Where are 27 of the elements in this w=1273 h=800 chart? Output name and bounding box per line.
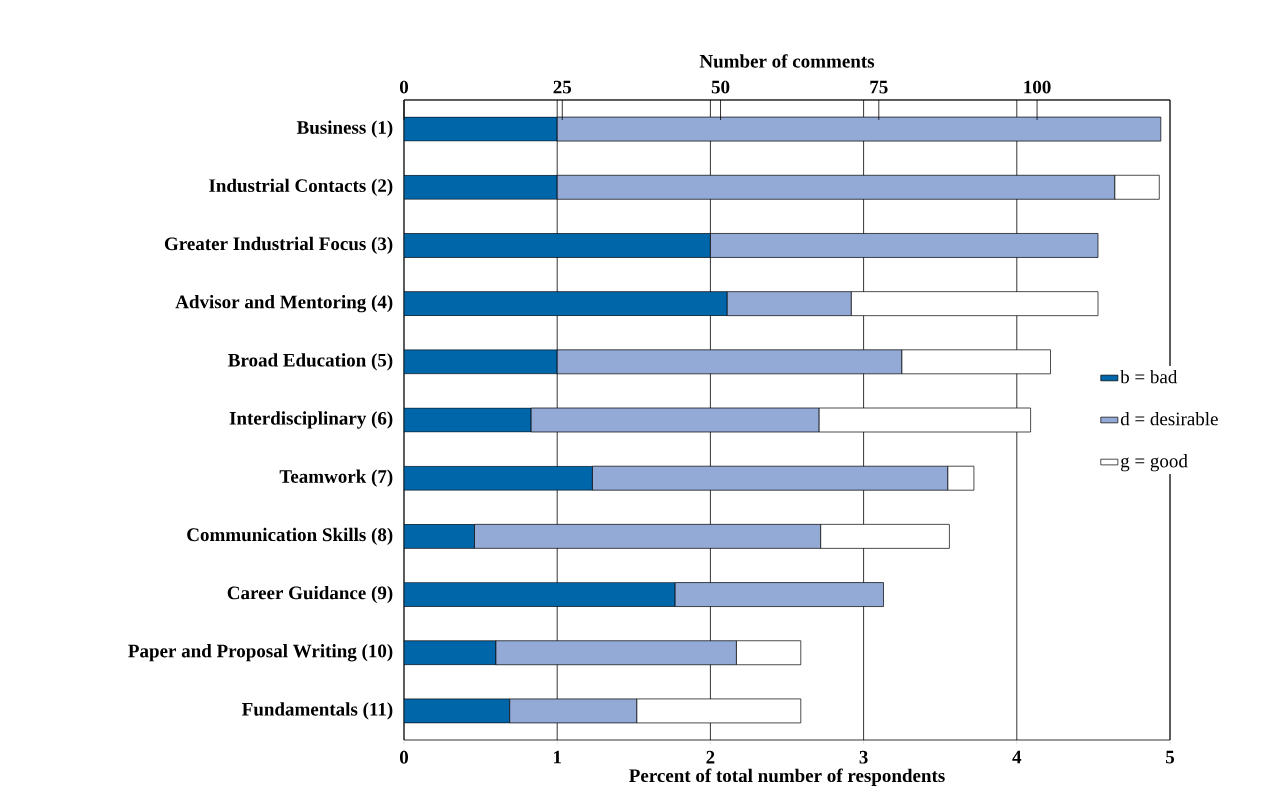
y-tick-label: Communication Skills (8) [187, 527, 393, 545]
legend-label: d = desirable [1120, 412, 1218, 426]
y-tick-label: Broad Education (5) [228, 353, 393, 371]
x-tick-label: 3 [859, 750, 868, 764]
x-tick-label: 1 [553, 750, 561, 764]
x2-tick-label: 75 [870, 80, 888, 94]
x-axis-title: Percent of total number of respondents [629, 768, 945, 786]
y-tick-label: Paper and Proposal Writing (10) [128, 644, 393, 662]
x-tick-label: 0 [399, 750, 409, 764]
y-tick-label: Advisor and Mentoring (4) [175, 294, 393, 313]
legend-label: b = bad [1120, 369, 1178, 384]
x-tick-label: 4 [1012, 750, 1022, 764]
x2-axis-title: Number of comments [699, 54, 875, 68]
x2-tick-label: 100 [1024, 80, 1051, 94]
x2-tick-label: 50 [711, 80, 730, 94]
y-tick-label: Greater Industrial Focus (3) [164, 236, 393, 255]
y-tick-label: Industrial Contacts (2) [209, 178, 393, 196]
y-tick-label: Business (1) [296, 120, 393, 138]
legend-label: g = good [1121, 454, 1188, 472]
y-tick-label: Career Guidance (9) [227, 585, 393, 604]
x2-tick-label: 25 [553, 80, 572, 94]
x-tick-label: 2 [706, 750, 715, 764]
y-tick-label: Interdisciplinary (6) [229, 411, 393, 429]
y-tick-label: Teamwork (7) [279, 469, 393, 487]
x-tick-label: 5 [1166, 750, 1175, 764]
x2-tick-label: 0 [399, 80, 409, 94]
y-tick-label: Fundamentals (11) [242, 702, 393, 720]
